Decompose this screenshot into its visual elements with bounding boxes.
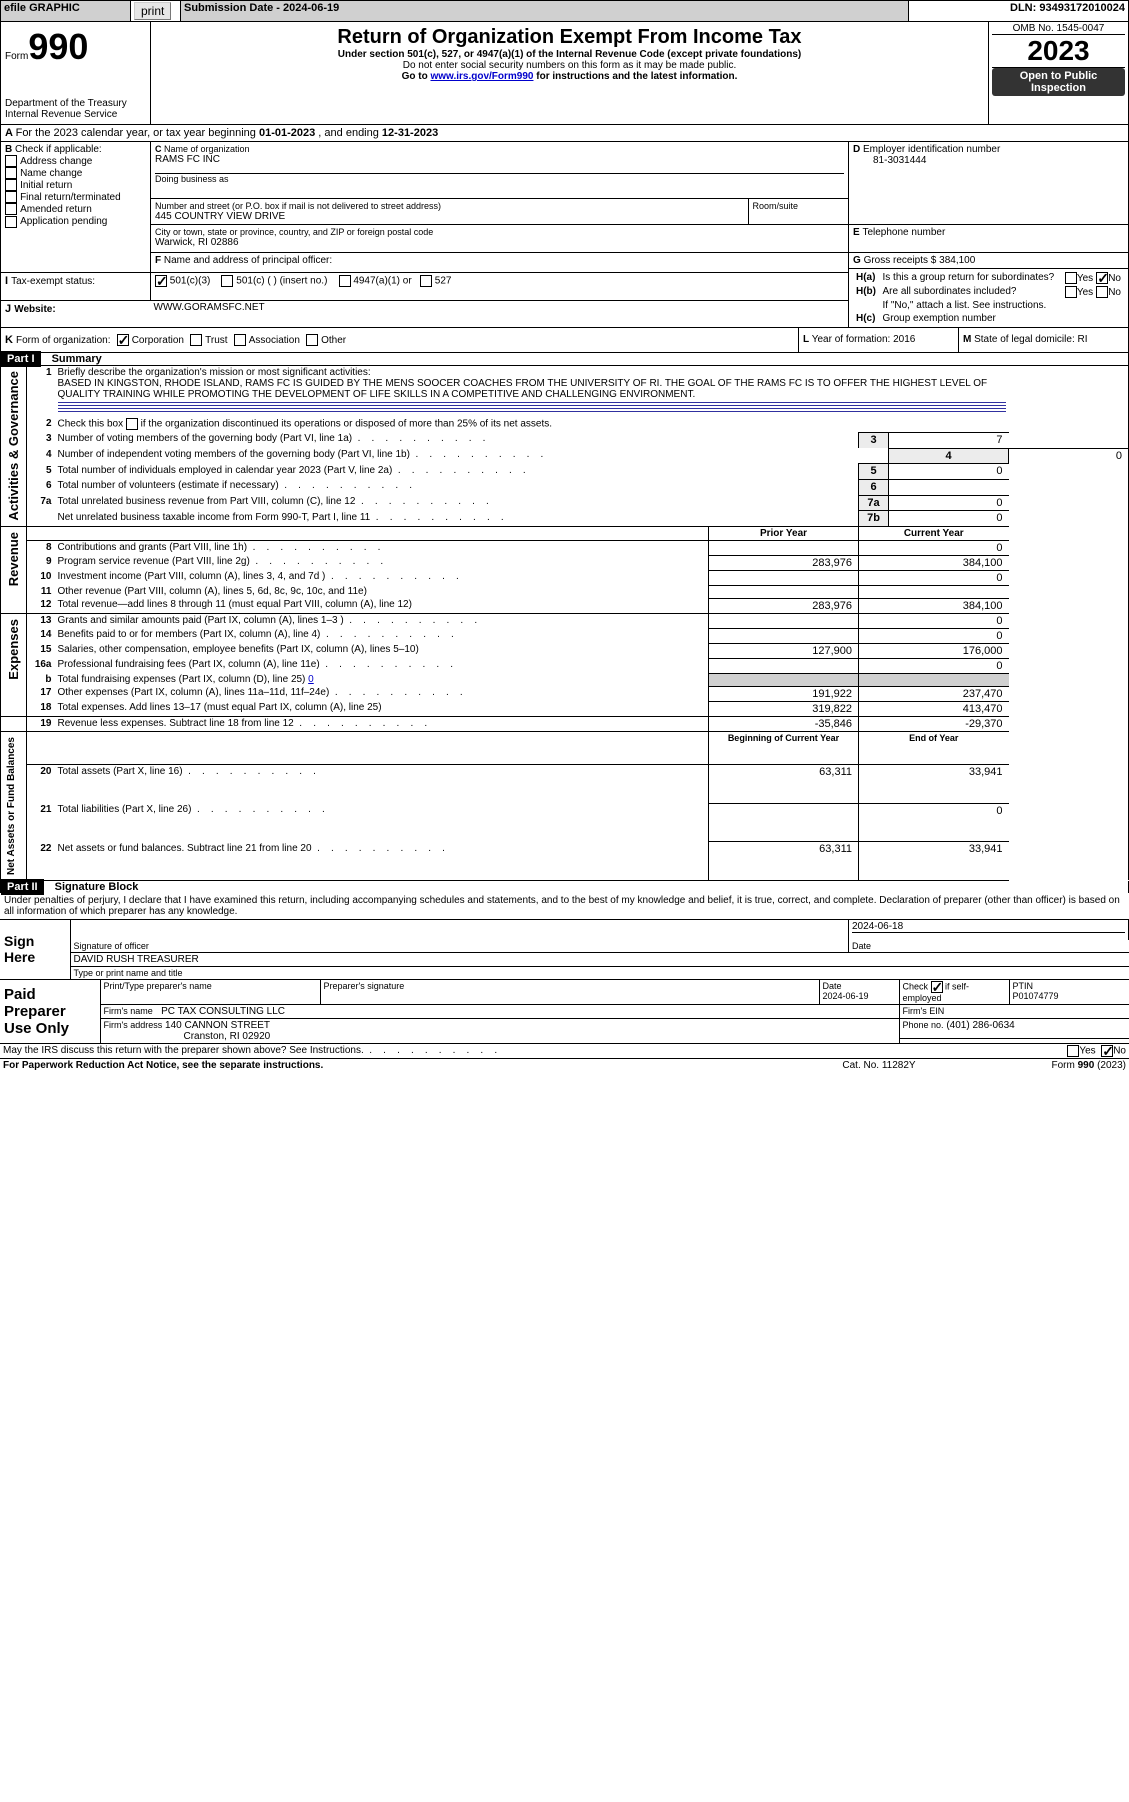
hb-yes-checkbox[interactable] — [1065, 286, 1077, 298]
entity-block: B Check if applicable: Address change Na… — [0, 142, 1129, 328]
other-checkbox[interactable] — [306, 334, 318, 346]
sidebar-rev: Revenue — [4, 528, 23, 590]
print-button[interactable]: print — [134, 2, 171, 20]
hb-no-checkbox[interactable] — [1096, 286, 1108, 298]
top-toolbar: efile GRAPHIC print Submission Date - 20… — [0, 0, 1129, 22]
submission-date: Submission Date - 2024-06-19 — [181, 1, 909, 22]
name-change-checkbox[interactable] — [5, 167, 17, 179]
form-subtitle: Under section 501(c), 527, or 4947(a)(1)… — [155, 49, 984, 60]
527-checkbox[interactable] — [420, 275, 432, 287]
self-employed-checkbox[interactable] — [931, 981, 943, 993]
sidebar-ag: Activities & Governance — [4, 367, 23, 525]
501c-checkbox[interactable] — [221, 275, 233, 287]
efile-label: efile GRAPHIC — [4, 2, 80, 14]
goto-text: Go to — [402, 71, 431, 82]
discuss-no-checkbox[interactable] — [1101, 1045, 1113, 1057]
ssn-note: Do not enter social security numbers on … — [155, 60, 984, 71]
perjury-statement: Under penalties of perjury, I declare th… — [0, 893, 1129, 919]
irs-discuss-row: May the IRS discuss this return with the… — [0, 1044, 1129, 1059]
dept-treasury: Department of the Treasury — [5, 98, 146, 109]
sidebar-na: Net Assets or Fund Balances — [4, 733, 19, 879]
omb-label: OMB No. 1545-0047 — [992, 23, 1125, 35]
tax-year: 2023 — [992, 35, 1125, 68]
initial-return-checkbox[interactable] — [5, 179, 17, 191]
line-a: A For the 2023 calendar year, or tax yea… — [0, 125, 1129, 142]
mission-text: BASED IN KINGSTON, RHODE ISLAND, RAMS FC… — [58, 378, 988, 400]
paid-preparer-block: Paid Preparer Use Only Print/Type prepar… — [0, 980, 1129, 1044]
klm-row: K Form of organization: Corporation Trus… — [0, 328, 1129, 353]
addr-change-checkbox[interactable] — [5, 155, 17, 167]
goto-tail: for instructions and the latest informat… — [533, 71, 737, 82]
final-return-checkbox[interactable] — [5, 191, 17, 203]
form-header: Form990 Department of the Treasury Inter… — [0, 22, 1129, 125]
501c3-checkbox[interactable] — [155, 275, 167, 287]
website-url: WWW.GORAMSFC.NET — [151, 300, 849, 328]
dln: DLN: 93493172010024 — [909, 1, 1129, 22]
ha-no-checkbox[interactable] — [1096, 272, 1108, 284]
ein: 81-3031444 — [853, 155, 1124, 166]
signature-block: Sign Here 2024-06-18 Signature of office… — [0, 919, 1129, 980]
form-title: Return of Organization Exempt From Incom… — [155, 26, 984, 49]
officer-name: DAVID RUSH TREASURER — [70, 952, 1129, 966]
footer: For Paperwork Reduction Act Notice, see … — [0, 1059, 1129, 1072]
app-pending-checkbox[interactable] — [5, 216, 17, 228]
discuss-yes-checkbox[interactable] — [1067, 1045, 1079, 1057]
form990-link[interactable]: www.irs.gov/Form990 — [430, 71, 533, 82]
gross-receipts: 384,100 — [939, 255, 975, 266]
ha-yes-checkbox[interactable] — [1065, 272, 1077, 284]
part1-body: Activities & Governance 1 Briefly descri… — [0, 366, 1129, 881]
assoc-checkbox[interactable] — [234, 334, 246, 346]
part1-header: Part I Summary — [0, 353, 1129, 366]
form-label: Form — [5, 51, 28, 62]
open-public-badge: Open to Public Inspection — [992, 68, 1125, 96]
4947-checkbox[interactable] — [339, 275, 351, 287]
sidebar-exp: Expenses — [4, 615, 23, 684]
part2-header: Part II Signature Block — [0, 881, 1129, 893]
trust-checkbox[interactable] — [190, 334, 202, 346]
org-name: RAMS FC INC — [155, 154, 844, 165]
form-number: 990 — [28, 26, 88, 67]
street: 445 COUNTRY VIEW DRIVE — [155, 211, 744, 222]
amended-return-checkbox[interactable] — [5, 203, 17, 215]
l2-checkbox[interactable] — [126, 418, 138, 430]
irs-label: Internal Revenue Service — [5, 109, 146, 120]
corp-checkbox[interactable] — [117, 334, 129, 346]
city: Warwick, RI 02886 — [155, 237, 844, 248]
